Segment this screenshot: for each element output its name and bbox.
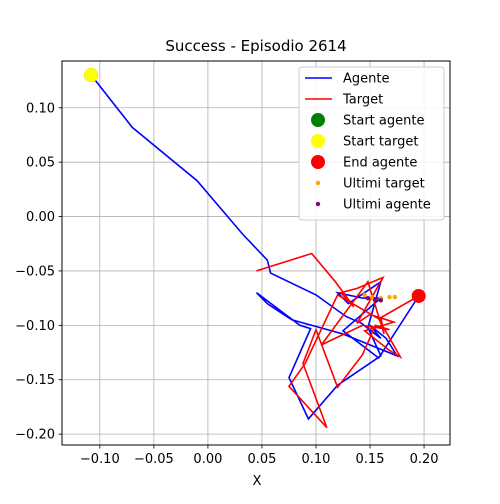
legend-swatch-end-agente bbox=[311, 155, 325, 169]
x-tick-label: 0.15 bbox=[356, 452, 385, 467]
y-tick-label: 0.10 bbox=[26, 101, 55, 116]
axes-ticks: −0.10 −0.05 0.00 0.05 0.10 0.15 0.20 0.10 0.05 0.… bbox=[15, 101, 438, 467]
legend-label-ultimi-agente: Ultimi agente bbox=[343, 198, 431, 213]
point-end-agente bbox=[411, 288, 426, 303]
legend-label-end-agente: End agente bbox=[343, 156, 417, 171]
x-axis-label: X bbox=[253, 474, 262, 489]
legend-box bbox=[298, 66, 445, 221]
legend-swatch-start-target bbox=[311, 134, 325, 148]
legend-label-start-agente: Start agente bbox=[343, 114, 424, 129]
plot-frame bbox=[61, 60, 451, 446]
legend-swatch-start-agente bbox=[311, 113, 325, 127]
y-tick-label: −0.10 bbox=[15, 319, 55, 334]
legend-label-start-target: Start target bbox=[343, 135, 418, 150]
legend-swatch-ultimi-target bbox=[315, 180, 321, 186]
series-line-target bbox=[256, 252, 420, 429]
legend-swatch-ultimi-agente bbox=[315, 201, 321, 207]
point-ultimi-target bbox=[369, 294, 375, 300]
y-tick-label: 0.00 bbox=[26, 210, 55, 225]
point-ultimi-target bbox=[387, 294, 392, 300]
point-ultimi-target bbox=[362, 292, 367, 298]
point-start-target bbox=[84, 68, 99, 83]
point-ultimi-agente bbox=[365, 295, 371, 301]
x-tick-label: 0.10 bbox=[302, 452, 331, 467]
legend: Agente Target Start agente Start target End … bbox=[298, 66, 445, 221]
point-ultimi-target bbox=[392, 294, 398, 300]
y-tick-label: −0.20 bbox=[15, 428, 55, 443]
x-tick-label: 0.00 bbox=[193, 452, 222, 467]
x-tick-label: −0.05 bbox=[134, 452, 174, 467]
legend-label-agente: Agente bbox=[343, 72, 389, 87]
x-tick-label: −0.10 bbox=[80, 452, 120, 467]
y-tick-label: 0.05 bbox=[26, 156, 55, 171]
legend-label-target: Target bbox=[342, 93, 383, 108]
x-tick-label: 0.05 bbox=[247, 452, 276, 467]
y-tick-label: −0.05 bbox=[15, 264, 55, 279]
plot-area bbox=[84, 68, 426, 429]
chart-title: Success - Episodio 2614 bbox=[165, 37, 346, 55]
y-tick-label: −0.15 bbox=[15, 373, 55, 388]
point-ultimi-agente bbox=[378, 298, 384, 303]
point-ultimi-agente bbox=[373, 297, 378, 302]
x-tick-label: 0.20 bbox=[410, 452, 439, 467]
legend-label-ultimi-target: Ultimi target bbox=[343, 177, 425, 192]
